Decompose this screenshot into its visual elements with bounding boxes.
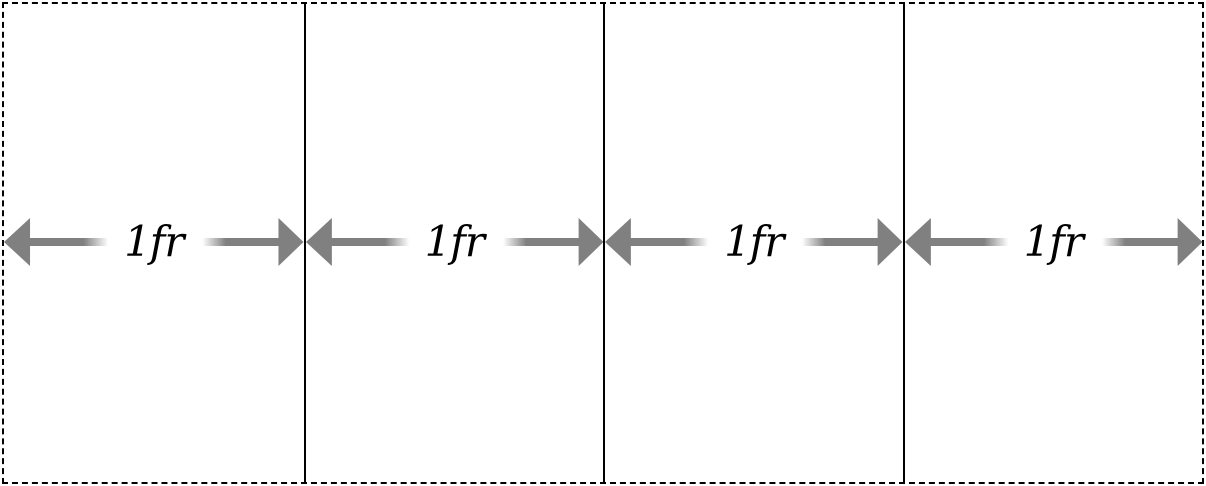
- grid-column-1: 1fr: [4, 4, 304, 482]
- double-arrow-icon: [605, 218, 903, 266]
- double-arrow-icon: [4, 218, 304, 266]
- track-size-label: 1fr: [724, 217, 784, 266]
- double-arrow-icon: [305, 218, 603, 266]
- track-size-label: 1fr: [1023, 217, 1084, 266]
- double-arrow-icon: [904, 218, 1202, 266]
- track-size-label: 1fr: [424, 217, 485, 266]
- track-size-label: 1fr: [124, 217, 184, 266]
- grid-column-3: 1fr: [603, 4, 903, 482]
- grid-column-4: 1fr: [902, 4, 1202, 482]
- grid-column-2: 1fr: [303, 4, 603, 482]
